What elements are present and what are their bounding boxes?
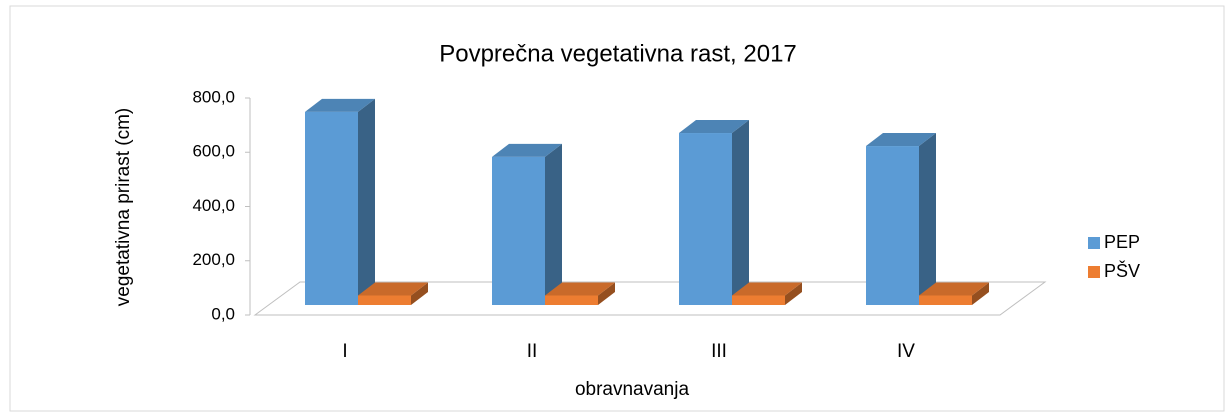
bar bbox=[545, 282, 615, 305]
y-tick-label: 200,0 bbox=[192, 250, 235, 269]
bar-side bbox=[785, 282, 802, 305]
legend-swatch bbox=[1088, 266, 1100, 278]
bar-top bbox=[679, 120, 749, 134]
x-tick-label: IV bbox=[897, 341, 915, 362]
bar-front bbox=[305, 111, 358, 306]
bar bbox=[866, 133, 936, 305]
bar-side bbox=[358, 98, 375, 306]
x-axis-label: obravnavanja bbox=[575, 379, 690, 400]
bar-top bbox=[545, 282, 615, 296]
bar-top bbox=[919, 282, 989, 296]
chart-border bbox=[9, 5, 1225, 412]
bar-front bbox=[919, 295, 972, 305]
y-tick-label: 400,0 bbox=[192, 196, 235, 215]
y-tick-label: 800,0 bbox=[192, 87, 235, 106]
bar-top bbox=[358, 282, 428, 296]
chart-title: Povprečna vegetativna rast, 2017 bbox=[439, 40, 797, 67]
legend-swatch bbox=[1088, 237, 1100, 249]
y-tick-label: 600,0 bbox=[192, 142, 235, 161]
bar bbox=[679, 120, 749, 305]
bar-front bbox=[866, 146, 919, 305]
x-tick-label: III bbox=[711, 341, 727, 362]
x-tick-label: II bbox=[527, 341, 538, 362]
bar bbox=[358, 282, 428, 305]
bar-side bbox=[545, 143, 562, 305]
bar-top bbox=[305, 98, 375, 112]
bar-front bbox=[732, 295, 785, 305]
legend-label: PŠV bbox=[1104, 260, 1140, 281]
bar-side bbox=[411, 282, 428, 305]
y-tick-label: 0,0 bbox=[211, 304, 235, 323]
x-tick-label: I bbox=[342, 341, 347, 362]
bar bbox=[492, 143, 562, 305]
bar bbox=[305, 98, 375, 306]
bar-front bbox=[679, 133, 732, 305]
bar-side bbox=[972, 282, 989, 305]
bar-top bbox=[866, 133, 936, 147]
bar-side bbox=[919, 133, 936, 305]
bar-side bbox=[732, 120, 749, 305]
legend-label: PEP bbox=[1104, 232, 1140, 252]
bar-front bbox=[358, 295, 411, 305]
bar-side bbox=[598, 282, 615, 305]
bar-front bbox=[545, 295, 598, 305]
bar bbox=[919, 282, 989, 305]
bar-top bbox=[492, 143, 562, 157]
floor bbox=[253, 281, 1047, 316]
bar bbox=[732, 282, 802, 305]
y-axis-label: vegetativna prirast (cm) bbox=[113, 108, 134, 307]
bar-top bbox=[732, 282, 802, 296]
bar-front bbox=[492, 156, 545, 305]
